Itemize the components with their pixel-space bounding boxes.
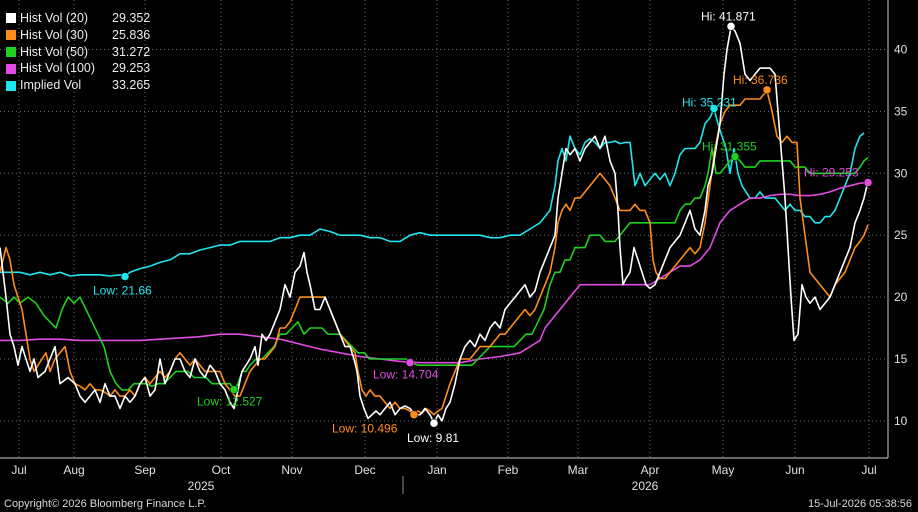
legend-swatch [6, 80, 16, 91]
annotation-label: Low: 9.81 [407, 431, 459, 445]
series-line [0, 181, 869, 364]
y-tick-label: 10 [894, 414, 908, 428]
timestamp-text: 15-Jul-2026 05:38:56 [808, 498, 912, 510]
series-line [0, 147, 869, 391]
x-tick-label: Oct [212, 463, 231, 477]
x-tick-label: Dec [354, 463, 375, 477]
x-tick-label: Jun [785, 463, 804, 477]
legend-series-value: 29.352 [112, 11, 151, 25]
legend-series-name: Hist Vol (30) [20, 27, 89, 42]
annotation-marker [730, 152, 740, 161]
x-tick-label: May [712, 463, 735, 477]
legend-item[interactable]: Hist Vol (30) 25.836 [6, 27, 150, 44]
x-tick-label: Mar [568, 463, 589, 477]
legend: Hist Vol (20) 29.352 Hist Vol (30) 25.83… [6, 10, 150, 94]
legend-series-value: 33.265 [112, 78, 151, 93]
x-tick-label: Apr [641, 463, 660, 477]
legend-item[interactable]: Hist Vol (50) 31.272 [6, 44, 150, 61]
annotation-marker [762, 85, 772, 95]
legend-swatch [6, 63, 16, 74]
annotation-label: Low: 12.527 [197, 395, 263, 409]
x-tick-label: Nov [281, 463, 302, 477]
y-tick-label: 20 [894, 290, 908, 304]
legend-series-name: Implied Vol [20, 78, 82, 93]
series-group [0, 26, 869, 424]
legend-item[interactable]: Hist Vol (20) 29.352 [6, 10, 150, 27]
annotation-markers [120, 22, 873, 428]
annotation-marker [120, 272, 130, 281]
annotation-labels: Hi: 41.871 Hi: 36.736 Hi: 35.231 Hi: 31.355… [93, 9, 859, 445]
legend-swatch [6, 46, 16, 57]
annotation-marker [726, 22, 736, 31]
year-label: 2025 [188, 479, 215, 493]
annotation-label: Low: 21.66 [93, 284, 152, 298]
y-tick-label: 30 [894, 166, 908, 180]
series-line [0, 108, 865, 278]
legend-series-name: Hist Vol (20) [20, 11, 89, 25]
annotation-marker [709, 104, 719, 113]
annotation-marker [229, 385, 239, 394]
y-tick-label: 15 [894, 352, 908, 366]
x-tick-label: Aug [63, 463, 84, 477]
legend-series-name: Hist Vol (100) [20, 61, 96, 76]
legend-series-value: 25.836 [112, 27, 151, 42]
legend-swatch [6, 13, 16, 24]
legend-series-value: 31.272 [112, 44, 151, 59]
annotation-label: Hi: 35.231 [682, 96, 737, 110]
annotation-label: Low: 14.704 [373, 368, 439, 382]
annotation-label: Hi: 29.253 [804, 166, 859, 180]
annotation-marker [405, 358, 415, 367]
x-tick-label: Jul [11, 463, 26, 477]
x-tick-label: Feb [498, 463, 519, 477]
legend-item[interactable]: Hist Vol (100) 29.253 [6, 60, 150, 77]
legend-item[interactable]: Implied Vol 33.265 [6, 77, 150, 94]
y-tick-label: 40 [894, 43, 908, 57]
legend-swatch [6, 30, 16, 41]
annotation-marker [429, 418, 439, 428]
annotation-label: Hi: 41.871 [701, 9, 756, 23]
legend-series-value: 29.253 [112, 61, 151, 76]
x-tick-label: Jan [427, 463, 446, 477]
copyright-text: Copyright© 2026 Bloomberg Finance L.P. [4, 498, 207, 510]
annotation-label: Hi: 36.736 [733, 73, 788, 87]
x-tick-label: Sep [134, 463, 156, 477]
series-line [0, 26, 869, 424]
annotation-label: Low: 10.496 [332, 422, 398, 436]
annotation-marker [409, 410, 419, 419]
x-tick-label: Jul [861, 463, 876, 477]
annotation-marker [863, 178, 873, 187]
y-tick-label: 35 [894, 104, 908, 118]
annotation-label: Hi: 31.355 [702, 140, 757, 154]
y-tick-label: 25 [894, 228, 908, 242]
legend-series-name: Hist Vol (50) [20, 44, 89, 59]
year-label: 2026 [632, 479, 659, 493]
